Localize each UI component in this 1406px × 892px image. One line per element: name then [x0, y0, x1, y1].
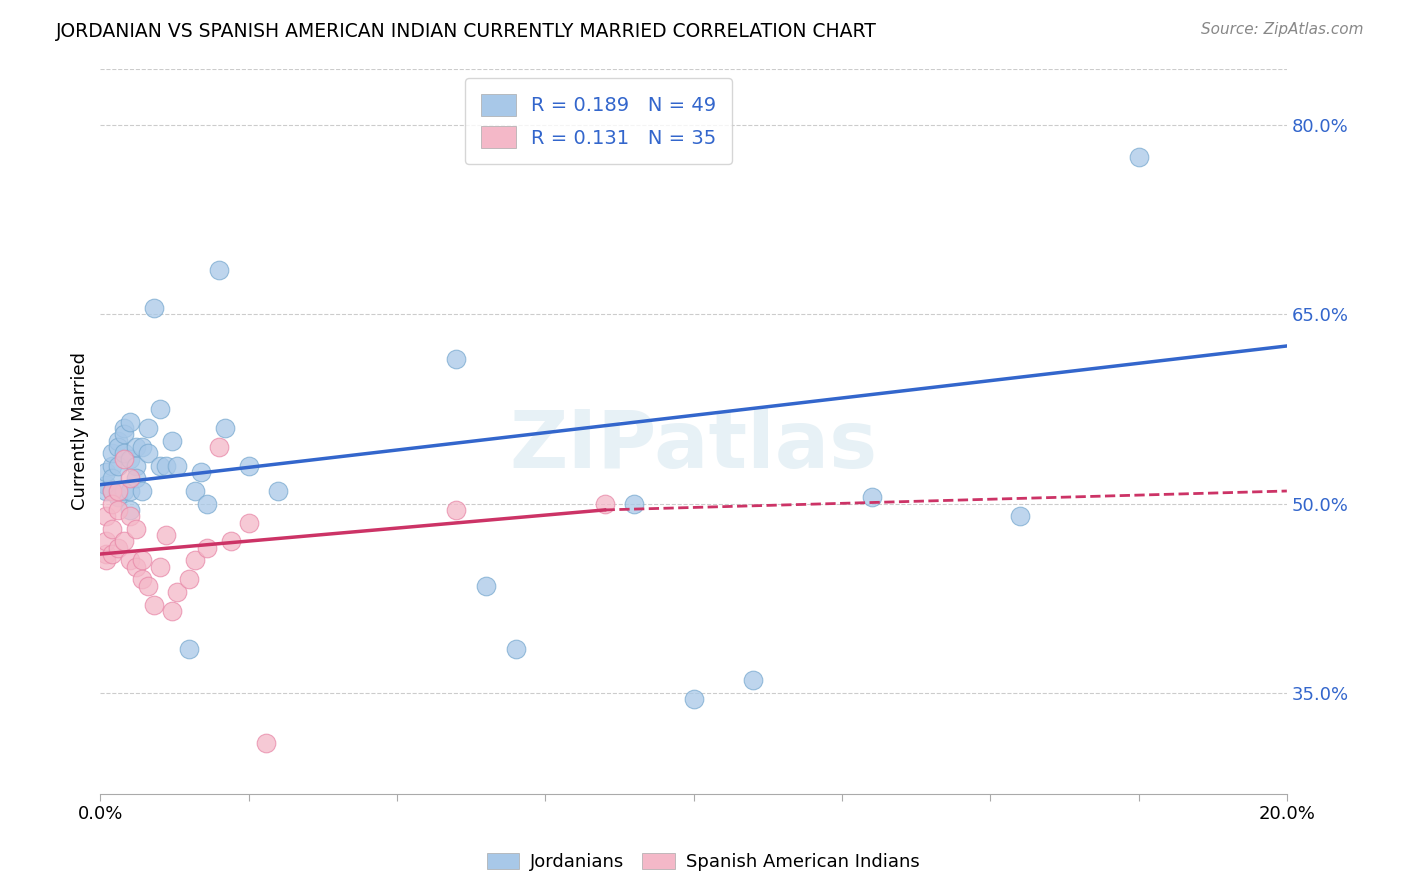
Text: Source: ZipAtlas.com: Source: ZipAtlas.com — [1201, 22, 1364, 37]
Point — [112, 427, 135, 442]
Point — [118, 471, 141, 485]
Point — [136, 578, 159, 592]
Point — [238, 516, 260, 530]
Point — [96, 547, 118, 561]
Point — [107, 541, 129, 555]
Point — [267, 483, 290, 498]
Point — [149, 402, 172, 417]
Point — [136, 446, 159, 460]
Point — [125, 440, 148, 454]
Point — [214, 421, 236, 435]
Point — [179, 641, 201, 656]
Point — [149, 559, 172, 574]
Point — [149, 458, 172, 473]
Point — [107, 483, 129, 498]
Point — [155, 528, 177, 542]
Point — [131, 553, 153, 567]
Point — [101, 547, 124, 561]
Point — [682, 692, 704, 706]
Point — [112, 452, 135, 467]
Point — [155, 458, 177, 473]
Point — [125, 458, 148, 473]
Point — [107, 491, 129, 505]
Point — [238, 458, 260, 473]
Point — [1008, 509, 1031, 524]
Point — [136, 421, 159, 435]
Point — [101, 483, 124, 498]
Point — [131, 572, 153, 586]
Point — [112, 534, 135, 549]
Point — [208, 263, 231, 277]
Point — [96, 483, 118, 498]
Point — [742, 673, 765, 688]
Point — [446, 351, 468, 366]
Point — [101, 497, 124, 511]
Point — [112, 483, 135, 498]
Point — [96, 553, 118, 567]
Point — [219, 534, 242, 549]
Point — [96, 534, 118, 549]
Point — [505, 641, 527, 656]
Point — [107, 503, 129, 517]
Point — [142, 301, 165, 315]
Point — [593, 497, 616, 511]
Point — [107, 440, 129, 454]
Point — [101, 471, 124, 485]
Point — [101, 458, 124, 473]
Point — [125, 522, 148, 536]
Point — [195, 541, 218, 555]
Point — [256, 736, 278, 750]
Point — [101, 446, 124, 460]
Point — [118, 503, 141, 517]
Point — [125, 559, 148, 574]
Point — [1128, 150, 1150, 164]
Text: ZIPatlas: ZIPatlas — [509, 407, 877, 484]
Point — [166, 585, 188, 599]
Point — [208, 440, 231, 454]
Point — [131, 440, 153, 454]
Point — [125, 471, 148, 485]
Point — [118, 553, 141, 567]
Point — [96, 477, 118, 491]
Point — [623, 497, 645, 511]
Point — [160, 604, 183, 618]
Point — [190, 465, 212, 479]
Point — [475, 578, 498, 592]
Point — [195, 497, 218, 511]
Point — [118, 415, 141, 429]
Point — [131, 483, 153, 498]
Point — [96, 509, 118, 524]
Point — [142, 598, 165, 612]
Point — [184, 483, 207, 498]
Point — [160, 434, 183, 448]
Point — [107, 434, 129, 448]
Point — [446, 503, 468, 517]
Point — [118, 509, 141, 524]
Point — [118, 452, 141, 467]
Legend: Jordanians, Spanish American Indians: Jordanians, Spanish American Indians — [479, 846, 927, 879]
Point — [107, 458, 129, 473]
Point — [166, 458, 188, 473]
Point — [101, 483, 124, 498]
Point — [112, 446, 135, 460]
Y-axis label: Currently Married: Currently Married — [72, 352, 89, 510]
Point — [179, 572, 201, 586]
Point — [96, 465, 118, 479]
Legend: R = 0.189   N = 49, R = 0.131   N = 35: R = 0.189 N = 49, R = 0.131 N = 35 — [465, 78, 733, 164]
Point — [118, 483, 141, 498]
Point — [184, 553, 207, 567]
Text: JORDANIAN VS SPANISH AMERICAN INDIAN CURRENTLY MARRIED CORRELATION CHART: JORDANIAN VS SPANISH AMERICAN INDIAN CUR… — [56, 22, 877, 41]
Point — [101, 522, 124, 536]
Point — [112, 421, 135, 435]
Point — [860, 491, 883, 505]
